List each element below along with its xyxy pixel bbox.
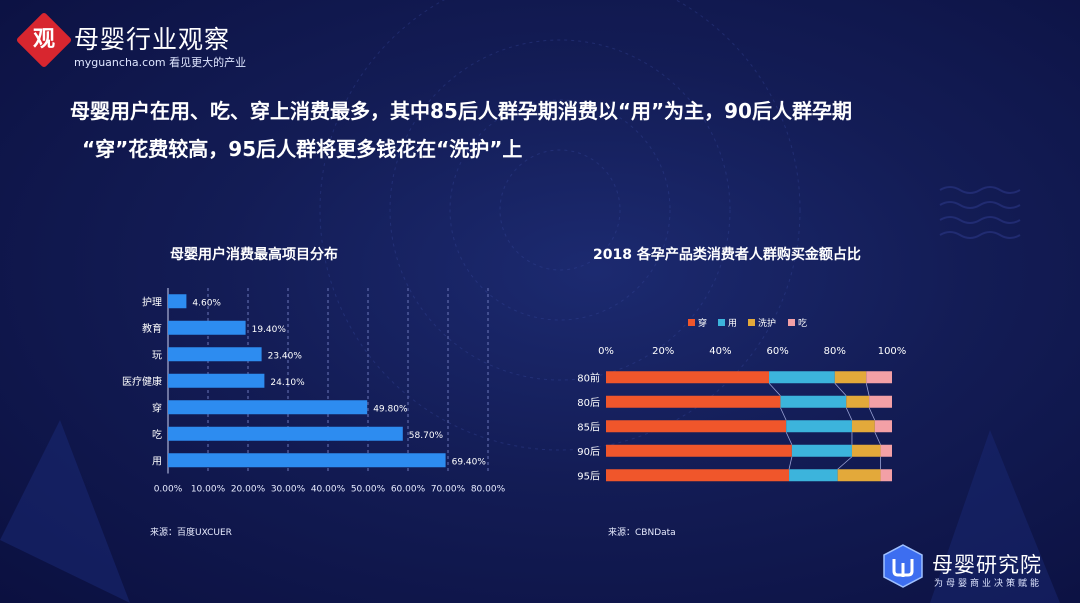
chart1-x-tick-label: 60.00% <box>391 485 426 493</box>
chart2-connector-line <box>874 432 881 445</box>
chart2-bar-segment <box>606 444 792 457</box>
chart2-category-label: 80前 <box>577 371 600 384</box>
chart2-bar-segment <box>606 371 770 384</box>
chart1-category-label: 用 <box>152 456 162 467</box>
brand-subtitle: 为母婴商业决策赋能 <box>934 579 1043 589</box>
chart2-x-tick-label: 0% <box>598 346 614 357</box>
chart2-connector-line <box>837 456 853 470</box>
chart2-x-tick-label: 20% <box>652 346 674 357</box>
chart2-stacked-bar-chart: 穿 用 洗护 吃 0% 20% 40% 60% 80% 100% 80前 80后 85后 90后 95后 <box>577 317 907 482</box>
chart2-category-label: 80后 <box>577 397 600 409</box>
chart1-data-label: 49.80% <box>373 404 408 414</box>
chart2-category-label: 95后 <box>577 470 600 482</box>
chart1-bar <box>168 453 446 468</box>
chart2-bar-segment <box>880 469 892 482</box>
chart1-bar <box>168 426 403 441</box>
chart1-bar <box>168 294 187 309</box>
slide-headline: 母婴用户在用、吃、穿上消费最多，其中85后人群孕期消费以“用”为主，90后人群孕… <box>70 92 1010 168</box>
chart2-bar-segment <box>874 420 892 433</box>
logo-subtitle: myguancha.com 看见更大的产业 <box>74 56 247 69</box>
chart2-bar-segment <box>869 395 892 408</box>
chart2-connector-line <box>845 407 853 421</box>
chart1-x-tick-label: 50.00% <box>351 485 386 493</box>
chart2-legend-swatch <box>788 319 795 326</box>
chart1-x-tick-label: 30.00% <box>271 485 306 493</box>
chart2-legend-label: 用 <box>728 318 737 329</box>
chart2-source: 来源：CBNData <box>608 528 676 538</box>
chart2-connector-line <box>834 382 847 397</box>
chart2-bar-segment <box>606 469 790 482</box>
chart1-data-label: 69.40% <box>452 457 487 467</box>
chart2-x-tick-label: 100% <box>878 346 907 357</box>
chart2-bar-segment <box>834 371 867 384</box>
chart1-x-tick-label: 20.00% <box>231 485 266 493</box>
chart2-category-label: 90后 <box>577 446 600 458</box>
chart2-legend-label: 穿 <box>698 317 707 329</box>
chart2-bar-segment <box>851 420 875 433</box>
chart2-bar-segment <box>769 371 835 384</box>
chart2-bar-segment <box>780 395 847 408</box>
chart2-legend-swatch <box>688 319 695 326</box>
chart2-legend-swatch <box>718 319 725 326</box>
chart2-legend-label: 洗护 <box>758 317 776 329</box>
chart1-bar <box>168 400 368 415</box>
chart1-category-label: 医疗健康 <box>122 375 162 388</box>
logo-title: 母婴行业观察 <box>74 25 231 54</box>
chart2-bar-segment <box>846 395 870 408</box>
chart2-connector-line <box>780 407 787 421</box>
chart1-x-tick-label: 0.00% <box>154 485 183 493</box>
brand-title: 母婴研究院 <box>932 553 1042 577</box>
chart2-connector-line <box>785 432 793 445</box>
chart2-legend-swatch <box>748 319 755 326</box>
chart1-title: 母婴用户消费最高项目分布 <box>170 247 338 263</box>
chart1-category-label: 护理 <box>142 295 162 308</box>
chart1-x-tick-label: 40.00% <box>311 485 346 493</box>
chart1-data-label: 58.70% <box>409 431 444 441</box>
chart1-data-label: 19.40% <box>252 325 287 335</box>
chart2-bar-segment <box>880 444 892 457</box>
logo-mark-char: 观 <box>32 27 55 52</box>
chart1-bar <box>168 373 265 388</box>
chart1-data-label: 4.60% <box>192 298 221 308</box>
chart1-data-label: 23.40% <box>268 351 303 361</box>
chart1-category-label: 教育 <box>142 322 162 335</box>
chart2-x-tick-label: 60% <box>766 346 788 357</box>
chart2-connector-line <box>788 456 793 470</box>
brand-logo[interactable]: 母婴研究院 为母婴商业决策赋能 <box>880 543 1080 593</box>
chart1-bar <box>168 320 246 335</box>
chart2-connector-line <box>865 383 870 396</box>
chart1-category-label: 吃 <box>152 428 162 441</box>
brand-shield-icon <box>883 544 923 588</box>
chart1-x-tick-label: 10.00% <box>191 485 226 493</box>
chart1-bar <box>168 347 262 362</box>
chart1-bar-chart: 0.00% 10.00% 20.00% 30.00% 40.00% 50.00% 60.00… <box>122 288 506 493</box>
chart2-bar-segment <box>606 395 781 408</box>
headline-line-2: “穿”花费较高，95后人群将更多钱花在“洗护”上 <box>82 137 523 161</box>
chart1-category-label: 玩 <box>152 350 162 361</box>
chart2-bar-segment <box>789 469 838 482</box>
chart2-bar-segment <box>791 444 852 457</box>
chart1-x-tick-label: 80.00% <box>471 485 506 493</box>
chart2-bar-segment <box>866 371 892 384</box>
site-logo[interactable]: 观 母婴行业观察 myguancha.com 看见更大的产业 <box>15 11 266 70</box>
headline-line-1: 母婴用户在用、吃、穿上消费最多，其中85后人群孕期消费以“用”为主，90后人群孕… <box>70 99 852 123</box>
chart2-connector-line <box>768 382 781 397</box>
chart2-bar-segment <box>606 420 787 433</box>
chart1-data-label: 24.10% <box>270 378 305 388</box>
chart1-category-label: 穿 <box>152 401 162 414</box>
chart2-legend-label: 吃 <box>798 317 807 329</box>
chart2-x-tick-label: 80% <box>824 346 846 357</box>
chart2-bar-segment <box>851 444 881 457</box>
chart2-connector-line <box>868 407 876 421</box>
chart2-x-tick-label: 40% <box>709 346 731 357</box>
chart1-x-tick-label: 70.00% <box>431 485 466 493</box>
chart1-source: 来源：百度UXCUER <box>150 528 232 538</box>
chart2-bar-segment <box>786 420 852 433</box>
chart2-title: 2018 各孕产品类消费者人群购买金额占比 <box>593 247 861 263</box>
chart2-category-label: 85后 <box>577 421 600 433</box>
chart2-bar-segment <box>837 469 881 482</box>
